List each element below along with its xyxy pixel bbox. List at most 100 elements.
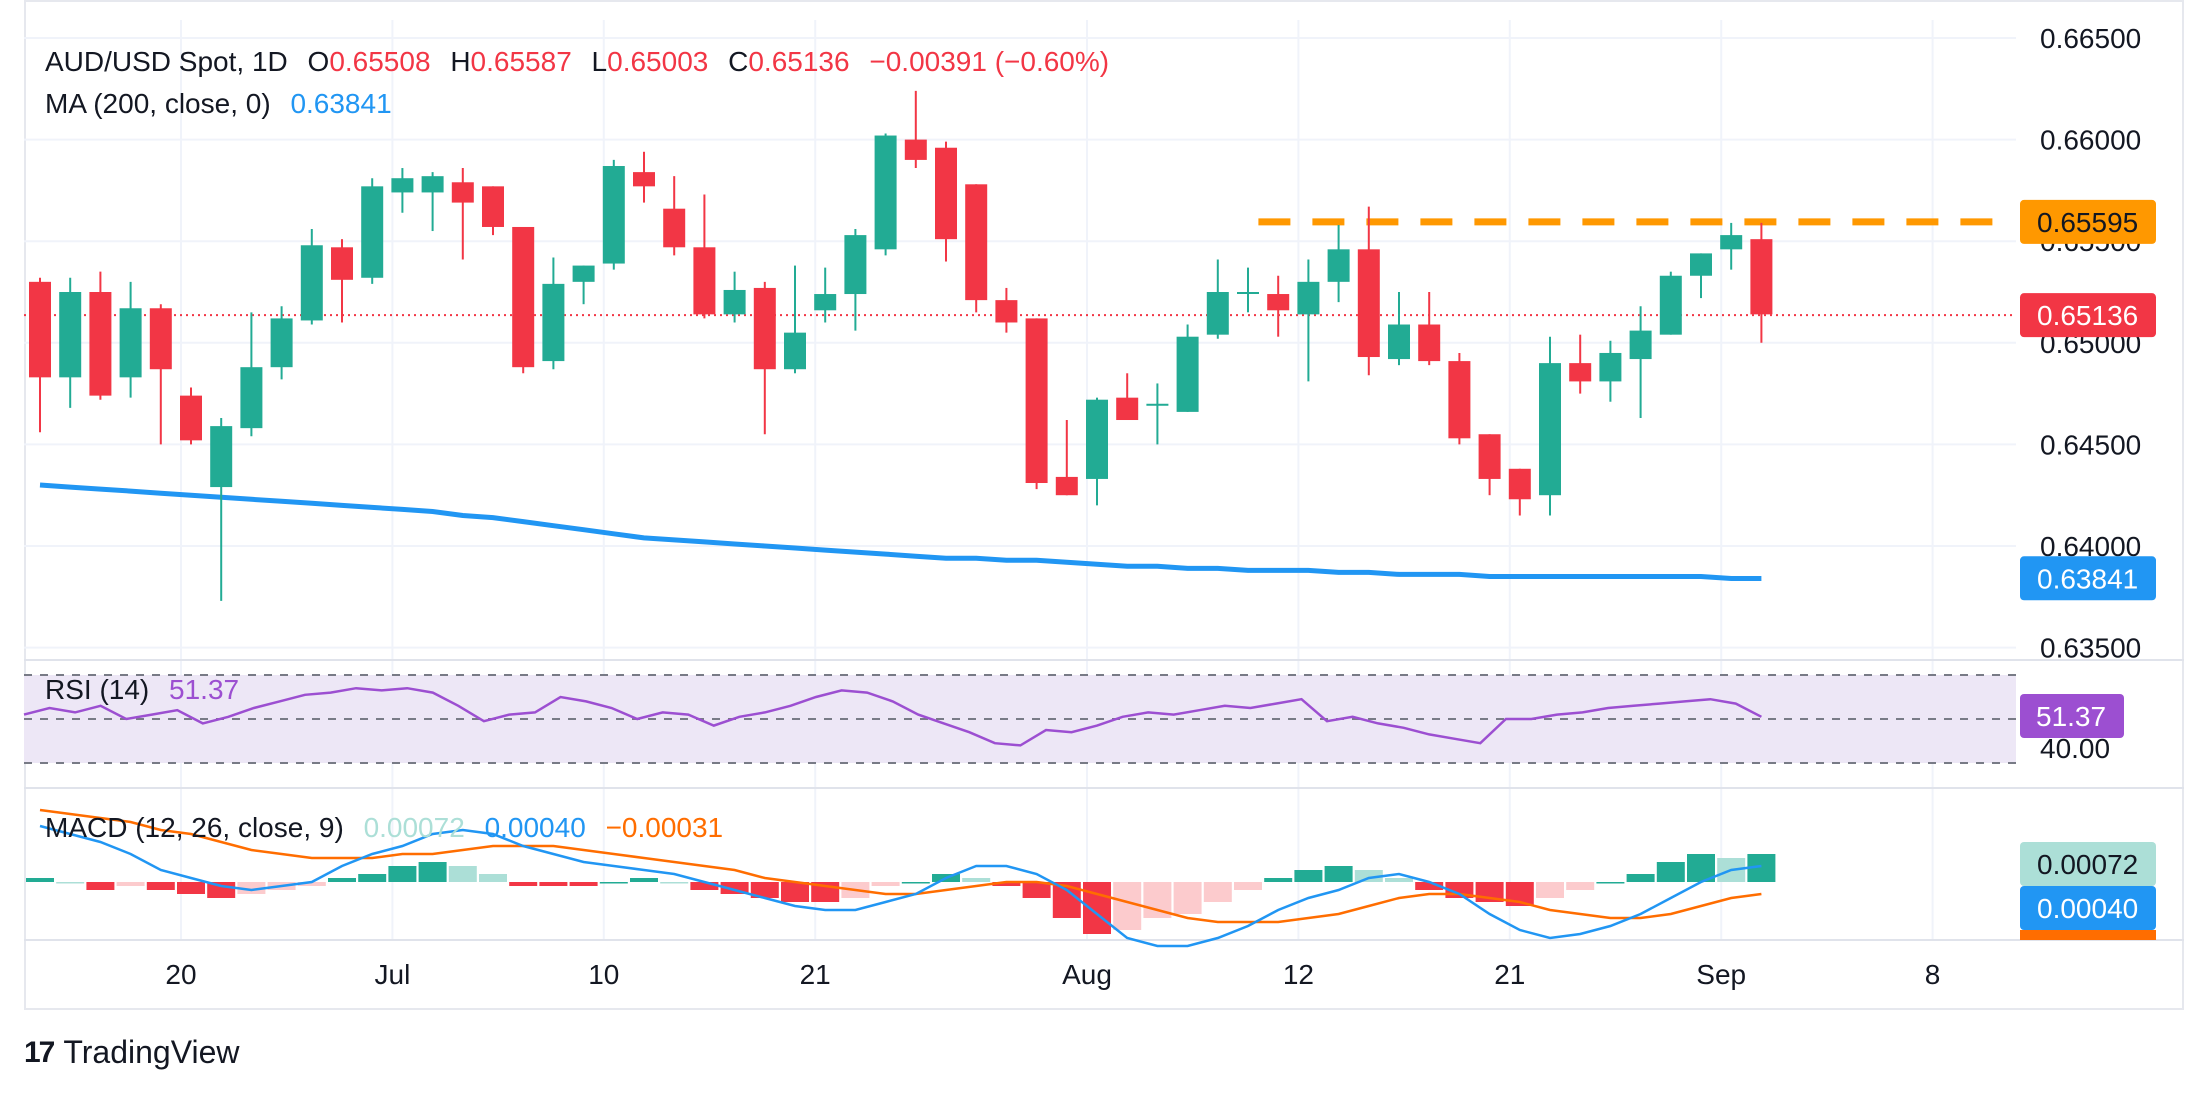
macd-hist-bar <box>1234 882 1262 890</box>
rsi-line <box>23 686 1762 747</box>
macd-legend: MACD (12, 26, close, 9) 0.00072 0.00040 … <box>45 812 723 844</box>
macd-hist-bar <box>237 882 266 894</box>
macd-hist-bar <box>1536 882 1564 898</box>
rsi-value: 51.37 <box>169 674 240 705</box>
time-axis-label: 21 <box>1494 959 1525 990</box>
macd-hist-bar <box>1626 874 1655 882</box>
macd-hist-bar <box>1354 870 1383 882</box>
macd-hist-bar <box>328 878 356 882</box>
macd-hist-bar <box>660 882 689 884</box>
macd-hist-bar <box>448 866 477 882</box>
macd-label: MACD (12, 26, close, 9) <box>45 812 344 843</box>
rsi-axis-label: 40.00 <box>2040 733 2110 764</box>
candle-body <box>210 426 233 488</box>
tradingview-logo-icon: 17 <box>24 1035 55 1069</box>
candle-body <box>1086 399 1108 479</box>
candle-body <box>1297 281 1320 315</box>
macd-hist-bar <box>750 882 779 898</box>
macd-hist-bar <box>871 882 900 886</box>
rsi-legend: RSI (14) 51.37 <box>45 674 239 706</box>
close-label: C <box>728 46 749 77</box>
candle-body <box>149 308 172 370</box>
resistance-price-badge-bg <box>2020 199 2156 244</box>
time-axis-label: Sep <box>1696 959 1746 990</box>
candle-body <box>300 245 323 321</box>
change-value: −0.00391 (−0.60%) <box>869 46 1110 77</box>
macd-hist-bar <box>116 882 145 886</box>
open-value: 0.65508 <box>329 46 431 77</box>
last-price-badge-bg <box>2020 293 2156 338</box>
macd-hist-bar <box>569 882 598 886</box>
time-axis-label: 8 <box>1925 959 1941 990</box>
macd-hist-bar <box>1083 882 1111 934</box>
tradingview-brand[interactable]: 17 TradingView <box>24 1034 239 1071</box>
candle-body <box>874 135 897 250</box>
time-axis-label: 21 <box>800 959 831 990</box>
candle-body <box>1448 361 1471 439</box>
candle-body <box>421 176 444 193</box>
ma-label: MA (200, close, 0) <box>45 88 271 119</box>
macd-signal-value: −0.00031 <box>605 812 724 843</box>
macd-line-value: 0.00040 <box>484 812 586 843</box>
candle-body <box>723 289 746 315</box>
candle-body <box>602 166 625 264</box>
macd-hist-bar <box>690 882 719 890</box>
time-axis-label: 20 <box>165 959 196 990</box>
price-axis-label: 0.66000 <box>2040 125 2141 156</box>
open-label: O <box>307 46 330 77</box>
macd-hist-bar <box>1596 882 1625 884</box>
macd-hist-bar <box>1264 878 1293 882</box>
macd-hist-bar <box>1173 882 1202 914</box>
time-axis-label: 10 <box>588 959 619 990</box>
macd-hist-bar <box>86 882 115 890</box>
candle-body <box>391 178 414 193</box>
macd-hist-bar <box>146 882 175 890</box>
candle-body <box>663 208 686 248</box>
time-axis-label: Aug <box>1062 959 1112 990</box>
macd-line <box>39 824 1762 948</box>
candle-body <box>995 300 1018 323</box>
candle-body <box>1629 330 1652 360</box>
low-label: L <box>591 46 608 77</box>
macd-hist-badge-bg <box>2020 842 2156 886</box>
candle-body <box>1539 363 1561 496</box>
macd-hist-bar <box>1022 882 1051 898</box>
candle-body <box>89 292 112 396</box>
macd-hist-bar <box>781 882 809 902</box>
candle-body <box>633 172 655 187</box>
price-legend: AUD/USD Spot, 1D O0.65508 H0.65587 L0.65… <box>45 46 1109 78</box>
macd-hist-bar <box>539 882 568 886</box>
resistance-price-badge: 0.65595 <box>2037 207 2138 238</box>
price-axis-label: 0.64500 <box>2040 429 2141 460</box>
candle-body <box>482 186 504 227</box>
macd-hist-bar <box>56 882 85 884</box>
candle-body <box>1388 324 1410 360</box>
macd-hist-bar <box>1113 882 1142 930</box>
macd-hist-bar <box>630 878 658 882</box>
candle-body <box>1237 292 1259 294</box>
time-axis-label: Jul <box>375 959 411 990</box>
candle-body <box>904 139 927 160</box>
macd-hist-bar <box>1385 878 1413 882</box>
macd-hist-bar <box>388 866 417 882</box>
candle-body <box>29 281 51 378</box>
macd-hist-bar <box>901 882 930 884</box>
candle-body <box>1508 468 1531 500</box>
candle-body <box>572 265 595 282</box>
time-axis-label: 12 <box>1283 959 1314 990</box>
macd-hist-bar <box>358 874 387 882</box>
chart-frame <box>24 0 2184 1010</box>
macd-hist-bar <box>297 882 326 886</box>
macd-hist-bar <box>992 882 1021 886</box>
last-price-badge: 0.65136 <box>2037 300 2138 331</box>
macd-hist-bar <box>962 878 991 882</box>
macd-hist-badge: 0.00072 <box>2037 849 2138 880</box>
candle-body <box>1599 352 1622 382</box>
candle-body <box>844 235 867 295</box>
candle-body <box>270 318 293 368</box>
ma-legend: MA (200, close, 0) 0.63841 <box>45 88 392 120</box>
candle-body <box>784 332 806 370</box>
candle-body <box>240 367 263 429</box>
candle-body <box>1176 336 1199 412</box>
